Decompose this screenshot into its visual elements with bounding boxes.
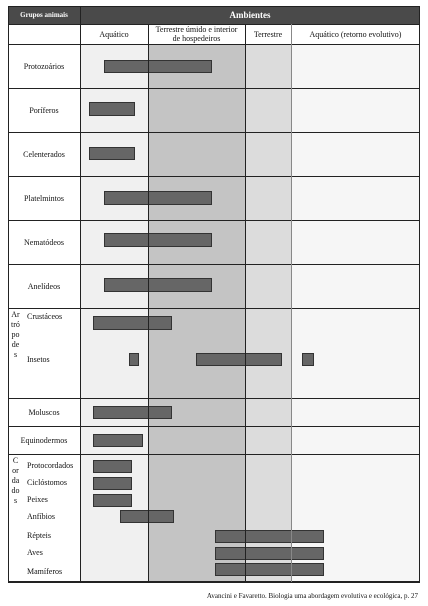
range-bar [104,278,212,292]
range-bar [93,434,143,447]
row-line [8,175,420,177]
range-bar [215,530,324,543]
header-line [8,24,420,25]
group-label-vertical: Cordados [11,456,20,505]
row-line [8,397,420,399]
range-bar [302,353,314,366]
row-line [8,87,420,89]
range-bar [93,477,132,490]
row-line [8,219,420,221]
range-bar [93,460,132,473]
group-label: Celenterados [23,149,65,159]
env-header: Terrestre [253,29,283,39]
range-bar [89,147,135,160]
subgroup-label: Ciclóstomos [27,478,68,487]
group-label: Protozoários [23,61,65,71]
range-bar [120,510,174,523]
subgroup-label: Anfíbios [27,512,55,521]
col-line [148,24,149,582]
col-line [291,24,292,582]
group-label: Poríferos [29,105,59,115]
frame [8,6,420,582]
caption: Avancini e Favaretto. Biologia uma abord… [206,592,418,600]
range-bar [93,316,172,330]
header-env: Ambientes [229,9,271,20]
range-bar [93,406,172,419]
subgroup-label: Peixes [27,495,48,504]
env-header: Terrestre úmido e interior de hospedeiro… [155,25,238,43]
header-line [8,44,420,45]
col-line [80,6,81,582]
column-bg [148,44,245,582]
subgroup-label: Répteis [27,531,51,540]
col-line [245,24,246,582]
range-bar [215,563,324,576]
column-bg [245,44,291,582]
subgroup-label: Insetos [27,355,50,364]
range-bar [104,233,212,247]
range-bar [104,60,212,73]
subgroup-label: Aves [27,548,43,557]
range-bar [215,547,324,560]
subgroup-label: Crustáceos [27,312,63,321]
env-header: Aquático (retorno evolutivo) [309,29,402,39]
column-bg [80,44,148,582]
row-line [8,581,420,583]
subgroup-label: Mamíferos [27,567,63,576]
group-label: Platelmintos [24,193,64,203]
row-line [8,131,420,133]
range-bar [89,102,135,116]
range-bar [196,353,282,366]
column-bg [291,44,420,582]
env-header: Aquático [99,29,129,39]
header-group: Grupos animais [20,10,68,19]
subgroup-label: Protocordados [27,461,74,470]
row-line [8,307,420,309]
row-line [8,453,420,455]
group-label-vertical: Artrópodes [11,310,20,359]
group-label: Anelídeos [27,281,61,291]
header-bg [8,6,420,24]
group-label: Nematódeos [24,237,64,247]
range-bar [129,353,139,366]
range-bar [104,191,212,205]
group-label: Moluscos [28,407,60,417]
range-bar [93,494,132,507]
row-line [8,425,420,427]
row-line [8,263,420,265]
group-label: Equinodermos [20,435,68,445]
